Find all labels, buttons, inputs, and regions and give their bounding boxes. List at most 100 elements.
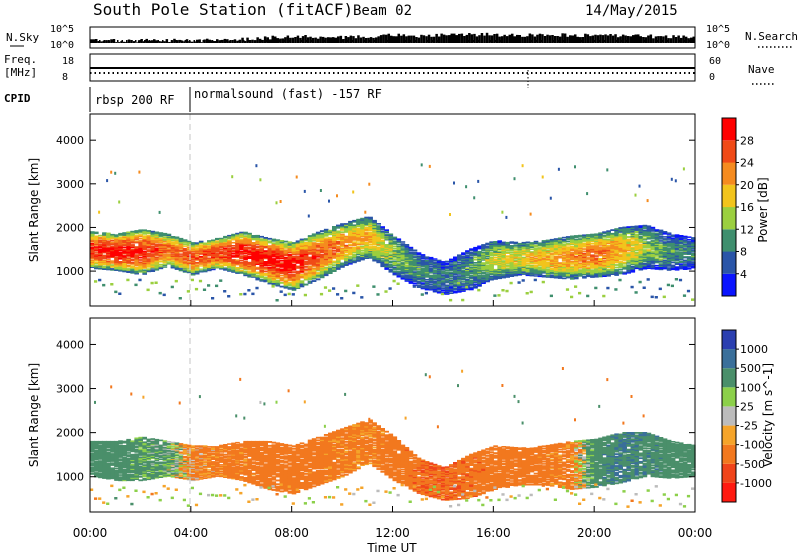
heatmap-cell [521,268,527,270]
heatmap-cell [303,253,309,256]
heatmap-cell [142,244,147,247]
heatmap-cell [279,268,285,271]
heatmap-cell [255,243,260,245]
heatmap-cell [444,273,450,276]
heatmap-cell [275,255,281,258]
heatmap-cell [372,243,377,246]
heatmap-cell [574,266,579,268]
heatmap-cell [186,267,192,269]
nsky-bar [505,36,509,43]
heatmap-cell [134,232,139,235]
heatmap-cell [416,282,422,285]
heatmap-cell [227,264,232,267]
heatmap-cell [219,256,224,258]
heatmap-cell [404,264,410,267]
heatmap-cell [477,269,482,271]
heatmap-cell [356,223,361,225]
heatmap-cell [469,281,473,284]
nsky-bar [581,37,585,43]
heatmap-cell [207,259,212,262]
heatmap-cell [485,253,490,255]
heatmap-cell [392,248,398,250]
heatmap-cell [638,248,644,251]
heatmap-cell [138,259,143,261]
heatmap-cell [348,241,353,243]
nsky-bar [450,33,453,43]
heatmap-cell [198,260,204,262]
heatmap-cell [614,241,619,244]
heatmap-cell [279,279,285,282]
heatmap-cell [521,246,527,248]
heatmap-cell [162,241,168,243]
heatmap-cell [259,241,264,244]
heatmap-cell [162,260,168,262]
heatmap-cell [287,255,293,258]
heatmap-cell [142,250,147,253]
heatmap-cell [553,264,559,266]
heatmap-cell [340,235,345,238]
heatmap-cell [533,261,539,263]
heatmap-cell [517,263,523,266]
heatmap-cell [630,227,636,229]
heatmap-cell [561,269,567,272]
heatmap-cell [485,251,490,253]
heatmap-cell [319,230,325,232]
heatmap-cell [98,268,103,270]
heatmap-cell [509,271,515,274]
heatmap-cell [295,249,301,252]
heatmap-cell [372,251,377,253]
heatmap-cell [602,231,607,234]
power-heatmap [90,163,696,302]
heatmap-cell [541,265,547,267]
heatmap-cell [477,258,482,261]
heatmap-cell [311,244,317,247]
heatmap-cell [259,247,264,250]
heatmap-cell [412,276,418,279]
nsky-bar [142,41,146,43]
heatmap-cell [416,254,422,256]
heatmap-cell [376,235,381,238]
heatmap-cell [247,242,252,244]
heatmap-cell [404,252,410,255]
heatmap-cell [259,276,264,279]
heatmap-cell [122,242,127,245]
heatmap-cell [106,241,111,243]
heatmap-cell [610,262,615,264]
heatmap-cell [356,247,361,250]
heatmap-cell [315,262,321,264]
heatmap-cell [545,256,551,258]
heatmap-cell [400,275,406,277]
heatmap-cell [102,257,107,260]
heatmap-cell [243,244,248,247]
heatmap-cell [348,244,353,247]
heatmap-cell [598,259,603,261]
heatmap-cell [553,262,559,264]
heatmap-cell [251,257,256,260]
heatmap-cell [561,262,567,264]
heatmap-cell [392,236,398,239]
heatmap-cell [126,237,131,240]
heatmap-cell [303,238,309,241]
heatmap-cell [259,263,264,266]
heatmap-cell [537,275,543,278]
heatmap-cell [279,257,285,260]
heatmap-cell [142,235,147,238]
heatmap-cell [513,256,519,259]
heatmap-cell [162,260,168,263]
heatmap-cell [525,271,531,274]
heatmap-cell [376,241,381,243]
heatmap-cell [642,256,648,258]
heatmap-cell [396,253,402,256]
heatmap-cell [561,267,567,270]
heatmap-cell [90,254,95,257]
heatmap-cell [174,266,180,269]
heatmap-cell [598,275,603,278]
heatmap-cell [344,251,349,254]
heatmap-cell [94,262,99,265]
heatmap-cell [392,264,398,267]
heatmap-cell [110,252,115,255]
heatmap-cell [376,258,381,260]
heatmap-cell [352,234,357,237]
heatmap-cell [586,249,591,251]
heatmap-cell [102,248,107,251]
